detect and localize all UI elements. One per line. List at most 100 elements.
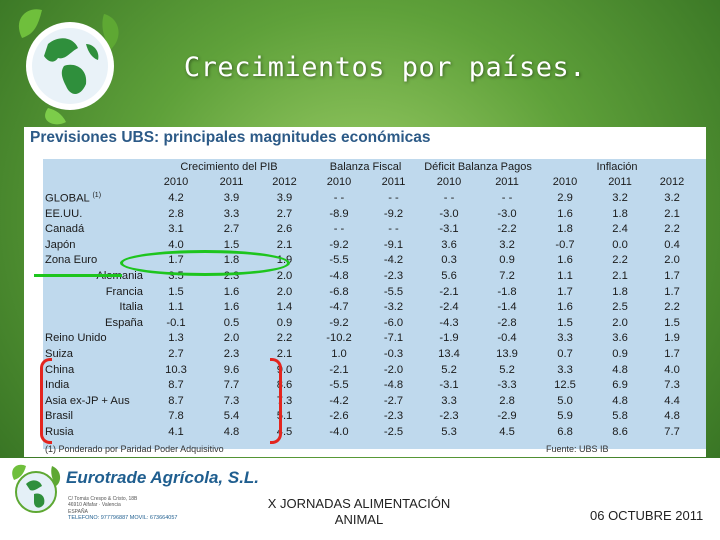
table-cell: 2.1: [664, 207, 680, 220]
table-cell: - -: [333, 223, 345, 236]
row-label: Zona Euro: [43, 253, 147, 269]
table-cell: 5.0: [557, 394, 573, 407]
table-cell: 7.2: [499, 269, 515, 282]
table-cell: 3.9: [276, 191, 293, 204]
year-header: 2012: [659, 176, 685, 189]
footer-bar: Eurotrade Agrícola, S.L. C/ Tomás Crespo…: [0, 458, 720, 540]
row-label-text: India: [45, 379, 70, 392]
table-row: China 10.3 9.6 9.0 -2.1 -2.0 5.2 5.2 3.3 4.8 4.0: [43, 362, 698, 378]
table-cell: -6.8: [329, 285, 349, 298]
table-cell: 9.6: [223, 363, 240, 376]
table-cell: 8.7: [168, 379, 184, 392]
table-cell: 0.9: [612, 347, 628, 360]
row-label: Canadá: [43, 221, 147, 237]
table-cell: -2.4: [439, 301, 459, 314]
table-cell: 0.5: [223, 316, 240, 329]
year-header: 2010: [326, 176, 352, 189]
green-underline-marker: [34, 274, 122, 277]
row-label-text: Canadá: [45, 223, 85, 236]
table-cell: -4.2: [329, 394, 349, 407]
table-cell: 3.6: [441, 238, 457, 251]
table-cell: 2.7: [223, 223, 240, 236]
row-label: GLOBAL (1): [43, 190, 147, 206]
table-cell: 1.6: [557, 254, 573, 267]
table-cell: -5.5: [329, 254, 349, 267]
row-label-text: Francia: [105, 285, 143, 298]
year-header: 2010: [163, 176, 189, 189]
table-cell: 1.5: [223, 238, 240, 251]
table-cell: 4.1: [168, 425, 184, 438]
table-cell: 0.7: [557, 347, 573, 360]
table-cell: -3.2: [383, 301, 404, 314]
table-cell: 4.8: [223, 425, 240, 438]
company-name: Eurotrade Agrícola, S.L.: [66, 468, 260, 487]
table-cell: -4.3: [439, 316, 459, 329]
year-header: 2012: [272, 176, 297, 189]
table-row: GLOBAL (1) 4.2 3.9 3.9 - - - - - - - - 2.9 3.2 3.2: [43, 190, 698, 206]
table-cell: 4.5: [499, 425, 515, 438]
row-label: Brasil: [43, 409, 147, 425]
table-row: Italia 1.1 1.6 1.4 -4.7 -3.2 -2.4 -1.4 1.6 2.5 2.2: [43, 299, 698, 315]
table-cell: 4.0: [664, 363, 680, 376]
table-cell: -2.8: [497, 316, 517, 329]
company-address-line: C/ Tomás Crespo & Cristo, 18B: [68, 496, 138, 502]
year-header: 2011: [495, 176, 519, 189]
table-cell: 3.2: [664, 191, 680, 204]
table-cell: -0.7: [555, 238, 575, 251]
table-cell: -1.8: [497, 285, 517, 298]
table-cell: 10.3: [165, 363, 187, 376]
slide-title: Crecimientos por países.: [183, 52, 587, 83]
table-cell: 5.4: [223, 410, 240, 423]
panel-title: Previsiones UBS: principales magnitudes …: [30, 129, 431, 146]
row-label-footnote-marker: (1): [92, 191, 102, 199]
table-cell: -2.1: [329, 363, 349, 376]
group-header: Crecimiento del PIB: [180, 160, 278, 173]
table-cell: 1.5: [664, 316, 680, 329]
table-cell: 3.2: [612, 191, 628, 204]
table-cell: 4.8: [664, 410, 680, 423]
row-label: Francia: [43, 284, 147, 300]
table-cell: -8.9: [329, 207, 349, 220]
table-row: Suiza 2.7 2.3 2.1 1.0 -0.3 13.4 13.9 0.7 0.9 1.7: [43, 346, 698, 362]
row-label: Japón: [43, 237, 147, 253]
table-cell: 5.1: [276, 410, 293, 423]
table-cell: 3.2: [499, 238, 515, 251]
table-cell: -1.4: [497, 301, 517, 314]
table-cell: -5.5: [329, 379, 349, 392]
table-row: Reino Unido 1.3 2.0 2.2 -10.2 -7.1 -1.9 -0.4 3.3…: [43, 331, 698, 347]
table-cell: 5.2: [499, 363, 515, 376]
table-cell: 5.2: [441, 363, 457, 376]
row-label: China: [43, 362, 147, 378]
table-cell: 2.3: [223, 347, 240, 360]
table-cell: -2.1: [439, 285, 459, 298]
table-cell: -2.3: [383, 410, 404, 423]
event-name-line: ANIMAL: [334, 512, 384, 527]
table-cell: 2.8: [168, 207, 184, 220]
table-cell: 3.3: [441, 394, 457, 407]
company-phones: TELEFONO: 977796887 MOVIL: 673664057: [68, 515, 178, 522]
table-cell: -2.3: [439, 410, 459, 423]
forecast-panel: Previsiones UBS: principales magnitudes …: [24, 127, 706, 457]
row-label: Reino Unido: [43, 331, 147, 347]
table-cell: 1.8: [612, 285, 628, 298]
table-cell: 2.6: [276, 223, 293, 236]
table-cell: 0.0: [612, 238, 628, 251]
table-cell: 0.4: [664, 238, 680, 251]
event-name-line: X JORNADAS ALIMENTACIÓN: [267, 496, 451, 511]
table-cell: 3.6: [612, 332, 628, 345]
table-cell: 2.0: [223, 332, 240, 345]
company-globe-logo: [12, 464, 61, 513]
table-cell: -0.3: [383, 347, 404, 360]
globe-leaf-logo: [18, 9, 119, 125]
year-header: 2011: [219, 176, 244, 189]
table-cell: 0.3: [441, 254, 457, 267]
table-cell: 1.5: [557, 316, 573, 329]
table-cell: 2.1: [276, 347, 293, 360]
table-row: Asia ex-JP + Aus 8.7 7.3 7.3 -4.2 -2.7 3.3 2.8 5…: [43, 393, 698, 409]
table-cell: - -: [333, 191, 345, 204]
table-cell: -2.5: [383, 425, 404, 438]
table-cell: 0.9: [276, 316, 293, 329]
table-cell: -6.0: [383, 316, 404, 329]
table-cell: 8.7: [168, 394, 184, 407]
table-row: Brasil 7.8 5.4 5.1 -2.6 -2.3 -2.3 -2.9 5.9 5.8 4.8: [43, 409, 698, 425]
